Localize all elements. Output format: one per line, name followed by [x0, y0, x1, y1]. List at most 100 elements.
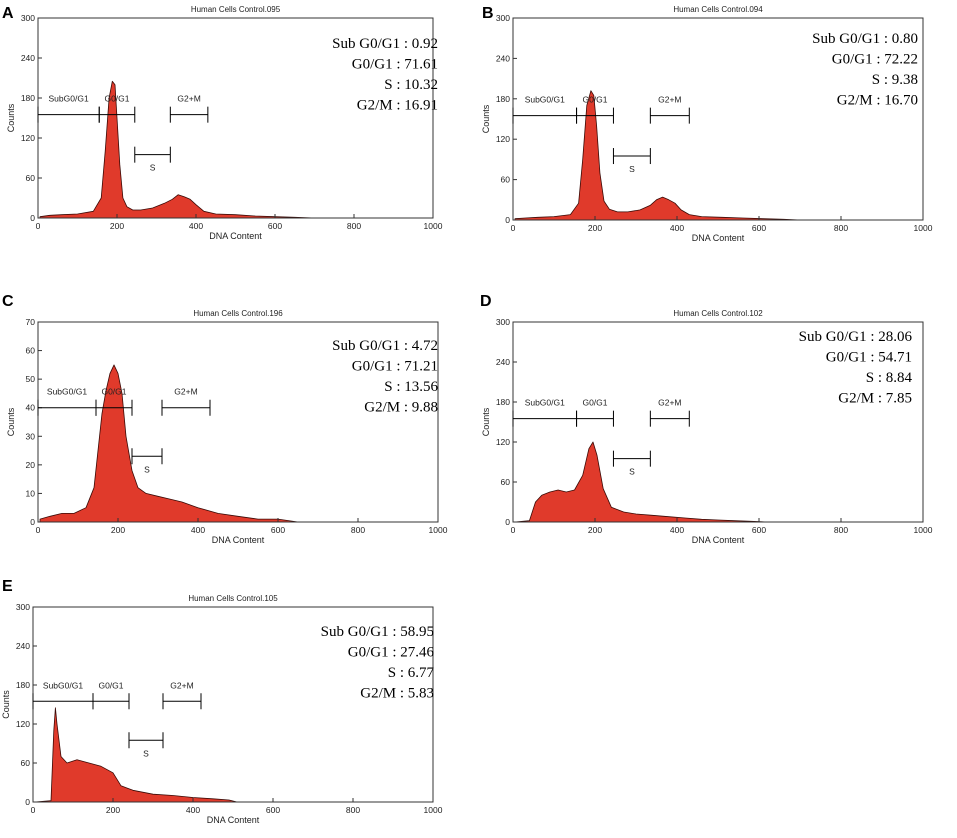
y-tick-label: 0: [25, 797, 30, 807]
panel-letter: D: [480, 293, 492, 310]
stat-value: 54.71: [878, 350, 912, 366]
x-tick-label: 600: [266, 805, 280, 815]
stat-value: 5.83: [408, 686, 434, 702]
stat-name: Sub G0/G1: [812, 31, 880, 47]
x-tick-label: 800: [834, 223, 848, 233]
gate-g0-g1: G0/G1: [576, 398, 614, 427]
gate-g2-m: G2+M: [649, 95, 690, 124]
stat-value: 13.56: [404, 379, 438, 395]
y-axis-label: Counts: [6, 103, 16, 132]
x-tick-label: 0: [31, 805, 36, 815]
x-tick-label: 1000: [914, 525, 933, 535]
gate-label: G0/G1: [582, 398, 607, 408]
gate-label: G2+M: [174, 387, 197, 397]
y-tick-label: 300: [21, 13, 35, 23]
stat-value: 28.06: [878, 329, 912, 345]
stat-separator: :: [874, 370, 886, 386]
x-axis-label: DNA Content: [209, 231, 262, 241]
stat-value: 8.84: [886, 370, 913, 386]
stat-separator: :: [393, 359, 405, 375]
x-axis-label: DNA Content: [692, 535, 745, 545]
stat-name: G0/G1: [348, 645, 389, 661]
stat-name: G0/G1: [352, 57, 393, 73]
x-tick-label: 0: [36, 525, 41, 535]
gate-label: S: [144, 464, 150, 474]
gate-g0-g1: G0/G1: [98, 94, 136, 123]
stat-separator: :: [873, 52, 885, 68]
stat-name: G2/M: [360, 686, 396, 702]
x-axis-label: DNA Content: [207, 815, 260, 825]
stat-value: 0.80: [892, 31, 918, 47]
x-tick-label: 400: [191, 525, 205, 535]
stat-separator: :: [396, 665, 408, 681]
stat-name: G0/G1: [352, 359, 393, 375]
stat-value: 72.22: [884, 52, 918, 68]
stat-separator: :: [393, 98, 405, 114]
stat-separator: :: [396, 686, 408, 702]
chart-title: Human Cells Control.105: [188, 594, 278, 603]
stat-value: 16.70: [884, 93, 918, 109]
y-tick-label: 300: [496, 13, 510, 23]
stat-line: S : 6.77: [388, 665, 435, 681]
stat-name: G0/G1: [826, 350, 867, 366]
x-tick-label: 600: [752, 525, 766, 535]
stat-line: G2/M : 16.70: [837, 93, 918, 109]
y-tick-label: 120: [21, 133, 35, 143]
y-axis-label: Counts: [481, 104, 491, 133]
stat-name: S: [872, 72, 880, 88]
stat-name: G2/M: [364, 400, 400, 416]
gate-label: SubG0/G1: [525, 398, 565, 408]
x-tick-label: 800: [351, 525, 365, 535]
y-axis-label: Counts: [1, 690, 11, 719]
y-tick-label: 180: [496, 397, 510, 407]
stat-separator: :: [393, 57, 405, 73]
y-tick-label: 180: [16, 680, 30, 690]
stat-name: S: [866, 370, 874, 386]
y-tick-label: 120: [496, 134, 510, 144]
stat-separator: :: [873, 93, 885, 109]
gate-label: G0/G1: [101, 387, 126, 397]
y-tick-label: 20: [26, 460, 36, 470]
stat-separator: :: [867, 329, 879, 345]
gate-g2-m: G2+M: [649, 398, 690, 427]
panel-e: E Human Cells Control.105 0 60 120 180 240 300 0…: [1, 578, 443, 825]
stat-value: 71.21: [404, 359, 438, 375]
gate-label: G2+M: [177, 94, 200, 104]
x-tick-label: 200: [110, 221, 124, 231]
panel-a: A Human Cells Control.095 0 60 120 180 240 300 0…: [2, 5, 443, 241]
gate-label: G2+M: [658, 95, 681, 105]
stat-name: Sub G0/G1: [332, 338, 400, 354]
y-tick-label: 40: [26, 403, 36, 413]
stat-value: 10.32: [404, 77, 438, 93]
y-tick-label: 120: [16, 719, 30, 729]
y-tick-label: 50: [26, 374, 36, 384]
stat-value: 27.46: [400, 645, 434, 661]
x-tick-label: 600: [752, 223, 766, 233]
stat-line: G0/G1 : 71.61: [352, 57, 438, 73]
gate-subg0-g1: SubG0/G1: [512, 95, 578, 124]
stat-line: S : 8.84: [866, 370, 913, 386]
plot-frame: [37, 321, 439, 523]
x-tick-label: 400: [670, 525, 684, 535]
x-tick-label: 0: [511, 223, 516, 233]
panel-letter: E: [2, 578, 13, 595]
stat-separator: :: [393, 379, 405, 395]
stat-name: G2/M: [837, 93, 873, 109]
gate-g0-g1: G0/G1: [92, 680, 130, 710]
x-tick-label: 1000: [429, 525, 448, 535]
stat-value: 0.92: [412, 36, 438, 52]
x-tick-label: 800: [347, 221, 361, 231]
y-tick-label: 240: [16, 641, 30, 651]
stat-name: S: [384, 77, 392, 93]
gate-subg0-g1: SubG0/G1: [37, 94, 100, 123]
panel-b: B Human Cells Control.094 0 60 120 180 240 300 0…: [481, 5, 933, 243]
y-tick-label: 60: [501, 175, 511, 185]
stat-line: S : 9.38: [872, 72, 918, 88]
y-tick-label: 60: [26, 173, 36, 183]
gate-s: S: [131, 448, 163, 474]
stat-name: G0/G1: [832, 52, 873, 68]
chart-title: Human Cells Control.196: [193, 309, 283, 318]
y-tick-label: 0: [30, 517, 35, 527]
y-tick-label: 180: [21, 93, 35, 103]
x-tick-label: 600: [268, 221, 282, 231]
